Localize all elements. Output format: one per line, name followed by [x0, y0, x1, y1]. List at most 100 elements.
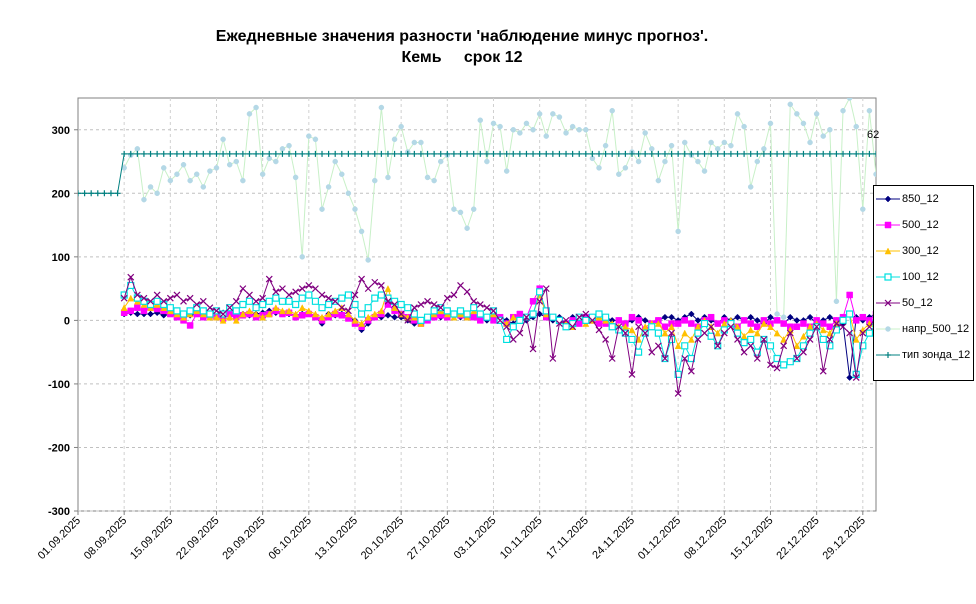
data-point — [160, 165, 167, 171]
x-tick-label: 15.09.2025 — [128, 515, 175, 562]
data-point — [153, 291, 161, 299]
legend-label: напр_500_12 — [902, 322, 970, 335]
data-point — [602, 336, 610, 343]
data-point — [787, 101, 794, 108]
data-point — [754, 150, 761, 157]
data-point — [840, 150, 847, 157]
data-point — [569, 150, 576, 157]
data-point — [510, 150, 517, 157]
x-tick-label: 15.12.2025 — [728, 515, 775, 562]
data-point — [213, 165, 220, 171]
data-point — [734, 111, 741, 117]
data-point — [681, 329, 689, 337]
data-point — [602, 142, 609, 149]
data-point — [602, 313, 610, 321]
legend-label: 50_12 — [902, 296, 933, 309]
data-point — [596, 150, 603, 157]
data-point — [747, 342, 755, 350]
data-point — [819, 367, 827, 375]
data-point — [450, 150, 457, 157]
data-point — [357, 310, 366, 318]
data-point — [279, 150, 286, 157]
data-point — [767, 313, 774, 321]
data-point — [193, 150, 200, 157]
data-point — [160, 297, 168, 305]
data-point — [140, 307, 148, 315]
data-point — [377, 282, 385, 289]
data-point — [760, 320, 768, 327]
data-point — [509, 323, 517, 331]
data-point — [687, 354, 695, 363]
data-point — [200, 184, 207, 190]
data-point — [437, 304, 445, 312]
data-point — [806, 329, 814, 337]
data-point — [536, 288, 544, 296]
data-point — [477, 317, 484, 324]
data-point — [292, 310, 300, 318]
legend-item: 100_12 — [874, 264, 973, 290]
legend-swatch — [876, 326, 900, 332]
legend-marker — [884, 299, 892, 307]
data-point — [806, 336, 814, 343]
data-point — [800, 348, 807, 356]
data-point — [457, 209, 464, 216]
legend-swatch — [876, 195, 900, 203]
data-point — [344, 291, 352, 299]
data-point — [569, 123, 576, 130]
data-point — [793, 323, 801, 330]
data-point — [497, 123, 503, 130]
data-point — [641, 329, 649, 337]
data-point — [780, 361, 788, 369]
data-point — [523, 313, 530, 321]
data-point — [806, 313, 814, 321]
data-point — [760, 336, 768, 343]
data-point — [147, 310, 154, 318]
data-point — [331, 307, 339, 315]
y-tick-label: -300 — [48, 506, 70, 518]
data-point — [146, 300, 155, 309]
data-point — [681, 150, 688, 157]
data-point — [364, 304, 372, 312]
data-point — [707, 313, 715, 321]
data-point — [648, 348, 656, 356]
data-point — [595, 310, 603, 318]
data-point — [734, 336, 741, 343]
data-point — [826, 150, 833, 157]
data-point — [114, 190, 121, 197]
data-point — [246, 291, 253, 299]
data-point — [681, 355, 689, 362]
legend-item: тип зонда_12 — [874, 342, 973, 368]
data-point — [292, 300, 300, 309]
data-point — [523, 120, 530, 127]
data-point — [279, 285, 286, 293]
data-point — [529, 298, 537, 305]
x-tick-label: 29.09.2025 — [220, 515, 267, 562]
data-point — [615, 323, 623, 331]
data-point — [259, 300, 267, 309]
data-point — [542, 285, 550, 293]
data-point — [358, 275, 366, 283]
data-point — [860, 206, 866, 212]
data-point — [490, 307, 497, 315]
data-point — [859, 313, 867, 321]
data-point — [463, 288, 471, 296]
data-point — [285, 297, 293, 305]
data-point — [253, 104, 259, 111]
data-point — [397, 300, 405, 309]
legend-swatch — [876, 247, 900, 255]
data-point — [450, 291, 458, 299]
data-point — [140, 150, 147, 157]
legend-marker — [884, 221, 892, 229]
data-point — [859, 150, 866, 157]
data-point — [820, 150, 827, 157]
data-point — [687, 310, 695, 318]
data-point — [292, 150, 299, 157]
legend-marker — [884, 247, 892, 255]
data-point — [450, 310, 458, 318]
data-point — [563, 130, 569, 136]
data-point — [239, 285, 247, 293]
data-point — [602, 150, 609, 157]
data-point — [588, 316, 596, 324]
legend-swatch — [876, 299, 900, 307]
data-point — [727, 323, 735, 331]
